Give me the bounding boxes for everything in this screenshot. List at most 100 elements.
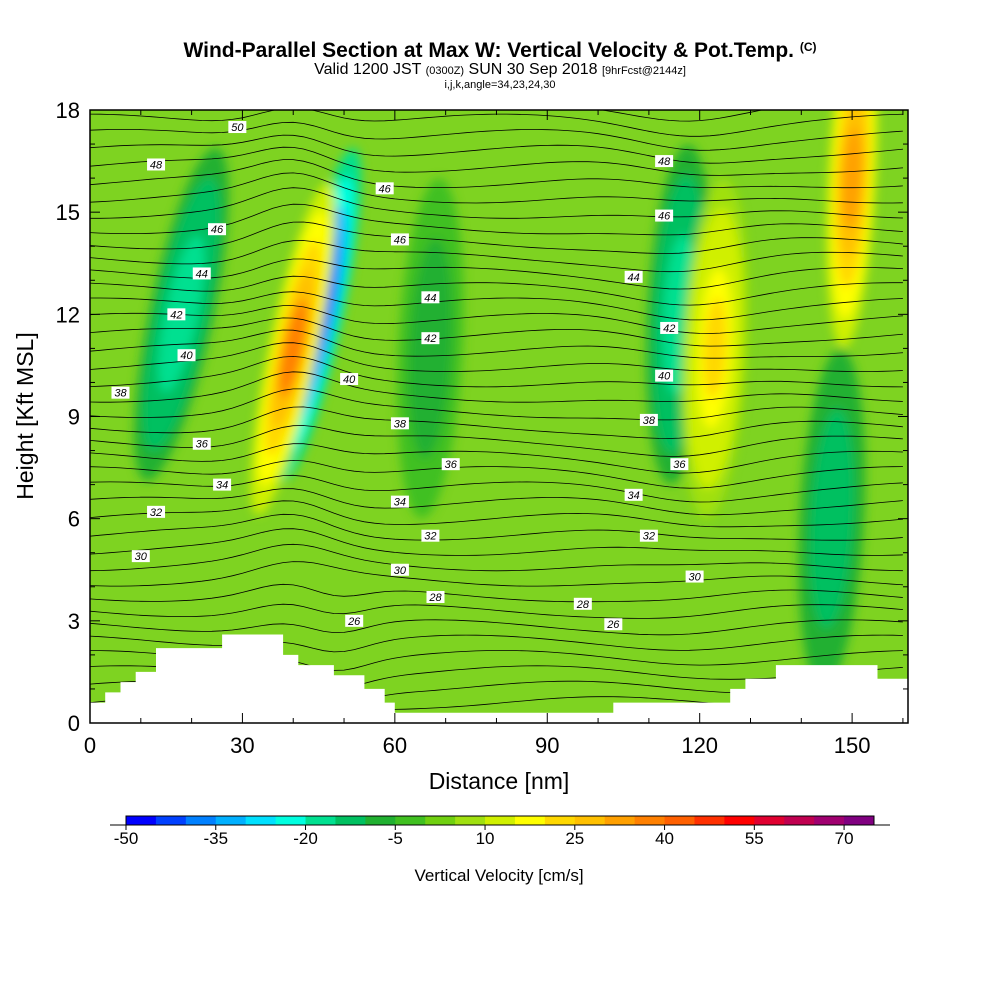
contour-label-text: 38 bbox=[114, 388, 127, 400]
contour-labels: 50 48 48 46 46 46 46 44 44 44 42 42 42 40 40 40 38 38 38 36… bbox=[111, 121, 704, 631]
contour-label-text: 34 bbox=[628, 490, 640, 502]
isentrope-17 bbox=[90, 425, 903, 457]
colorbar-swatch bbox=[395, 816, 426, 825]
contour-label-box bbox=[421, 291, 440, 304]
colorbar-swatch bbox=[664, 816, 695, 825]
contour-label-box bbox=[213, 478, 232, 491]
contour-label-text: 48 bbox=[658, 156, 671, 168]
isentrope-28 bbox=[90, 258, 903, 290]
contour-label-18: 38 bbox=[639, 413, 658, 427]
terrain bbox=[90, 634, 908, 723]
colorbar-label: 40 bbox=[655, 829, 674, 848]
isentrope-10 bbox=[90, 528, 903, 556]
contour-label-4: 46 bbox=[208, 223, 227, 236]
contour-label-text: 40 bbox=[658, 371, 671, 383]
colorbar: -50 -35 -20 -5 10 25 40 55 70 bbox=[110, 815, 890, 848]
contour-label-box bbox=[670, 458, 689, 471]
contour-label-box bbox=[441, 458, 460, 471]
contour-label-text: 46 bbox=[394, 234, 407, 246]
contour-label-text: 40 bbox=[343, 374, 356, 386]
contour-label-29: 30 bbox=[390, 563, 409, 577]
isentrope-29 bbox=[90, 240, 903, 273]
isentrope-24 bbox=[90, 317, 903, 347]
colorbar-swatch bbox=[335, 816, 366, 825]
isentrope-5 bbox=[90, 619, 903, 636]
contour-label-text: 50 bbox=[231, 122, 244, 134]
plot-area: 50 48 48 46 46 46 46 44 44 44 42 42 42 40 40 40 38 38 38 36… bbox=[89, 109, 909, 724]
contour-label-27: 32 bbox=[639, 529, 658, 543]
contour-label-box bbox=[624, 270, 643, 283]
contour-label-text: 32 bbox=[643, 531, 655, 543]
contour-label-text: 46 bbox=[379, 183, 392, 195]
colorbar-swatch bbox=[245, 816, 277, 825]
colorbar-swatch bbox=[425, 816, 456, 825]
colorbar-label: -5 bbox=[388, 829, 403, 848]
contour-label-11: 42 bbox=[421, 332, 440, 345]
contour-label-text: 48 bbox=[150, 159, 163, 171]
contour-label-text: 30 bbox=[135, 551, 148, 563]
contour-label-box bbox=[655, 209, 674, 222]
contour-label-text: 34 bbox=[216, 480, 228, 492]
valid-date: SUN 30 Sep 2018 bbox=[468, 61, 598, 78]
contour-label-box bbox=[147, 158, 166, 171]
colorbar-label: 10 bbox=[476, 829, 495, 848]
colorbar-label: 25 bbox=[565, 829, 584, 848]
colorbar-swatch bbox=[155, 816, 187, 825]
isentrope-18 bbox=[90, 406, 903, 439]
x-tick-label: 0 bbox=[84, 733, 96, 758]
isentrope-6 bbox=[90, 603, 903, 619]
contour-label-box bbox=[639, 529, 658, 542]
contour-label-30: 30 bbox=[685, 570, 704, 584]
isentrope-35 bbox=[90, 146, 903, 176]
colorbar-swatch bbox=[634, 816, 666, 825]
contour-label-0: 50 bbox=[228, 121, 247, 134]
contour-label-text: 28 bbox=[428, 592, 442, 604]
colorbar-swatch bbox=[574, 816, 606, 825]
isentrope-8 bbox=[90, 561, 903, 587]
contour-label-box bbox=[167, 308, 186, 321]
colorbar-swatch bbox=[694, 816, 725, 825]
colorbar-swatch bbox=[724, 816, 755, 825]
x-tick-label: 150 bbox=[834, 733, 871, 758]
contour-label-22: 34 bbox=[213, 478, 232, 492]
contour-label-text: 26 bbox=[606, 619, 620, 631]
y-tick-label: 18 bbox=[56, 98, 80, 123]
contour-label-box bbox=[375, 182, 394, 195]
contour-label-box bbox=[426, 590, 445, 603]
contour-label-box bbox=[390, 233, 409, 246]
colorbar-swatch bbox=[485, 816, 516, 825]
contour-label-12: 42 bbox=[660, 321, 679, 335]
colorbar-swatch bbox=[784, 816, 815, 825]
colorbar-swatch bbox=[215, 816, 247, 825]
x-axis: 0 30 60 90 120 150 bbox=[84, 110, 904, 758]
forecast-info: [9hrFcst@2144z] bbox=[601, 65, 686, 77]
contour-label-box bbox=[345, 614, 364, 627]
contour-label-box bbox=[131, 550, 150, 563]
contour-label-box bbox=[573, 597, 592, 610]
y-tick-label: 15 bbox=[56, 200, 80, 225]
isentrope-11 bbox=[90, 513, 903, 541]
colorbar-label: -20 bbox=[293, 829, 318, 848]
contour-label-25: 32 bbox=[147, 505, 166, 519]
contour-label-text: 32 bbox=[150, 507, 162, 519]
contour-label-text: 42 bbox=[170, 309, 182, 321]
contour-label-text: 40 bbox=[180, 350, 193, 362]
contour-label-text: 30 bbox=[688, 572, 701, 584]
contour-label-box bbox=[660, 321, 679, 334]
colorbar-swatch bbox=[604, 816, 636, 825]
isentrope-21 bbox=[90, 355, 903, 388]
contour-label-box bbox=[655, 369, 674, 382]
contour-label-31: 28 bbox=[426, 590, 445, 604]
x-tick-label: 90 bbox=[535, 733, 559, 758]
contour-label-14: 40 bbox=[340, 373, 359, 386]
isentrope-23 bbox=[90, 329, 903, 359]
contour-label-17: 38 bbox=[390, 417, 409, 430]
x-tick-label: 120 bbox=[681, 733, 718, 758]
contour-label-text: 44 bbox=[424, 292, 436, 304]
isentrope-30 bbox=[90, 221, 903, 254]
contour-label-text: 38 bbox=[394, 418, 407, 430]
title-main: Wind-Parallel Section at Max W: Vertical… bbox=[183, 39, 794, 62]
colorbar-swatch bbox=[126, 816, 157, 825]
velocity-core-4 bbox=[703, 298, 727, 399]
